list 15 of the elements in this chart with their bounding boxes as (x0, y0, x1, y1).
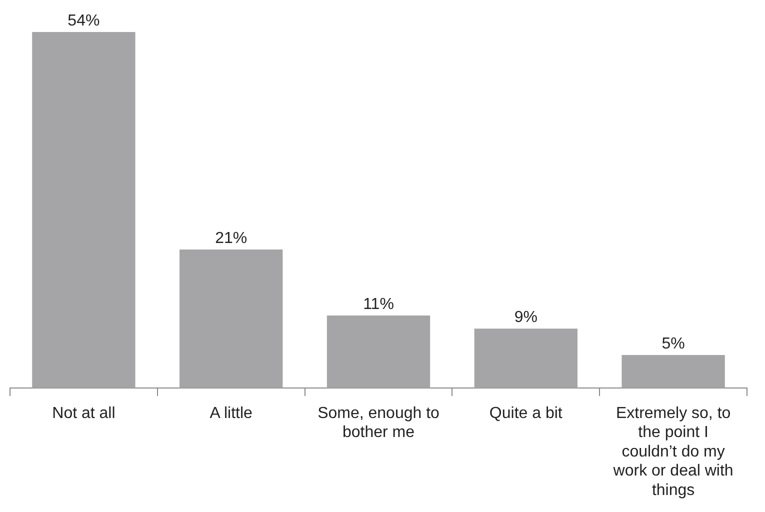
bar (474, 328, 578, 388)
x-tick-label: Quite a bit (489, 405, 563, 422)
data-label: 5% (662, 335, 685, 352)
data-label: 54% (68, 12, 100, 30)
bar (32, 32, 136, 388)
data-label: 9% (514, 309, 538, 326)
data-label: 11% (363, 296, 394, 313)
x-tick-label: Some, enough to bother me (318, 405, 440, 442)
bar (326, 315, 430, 388)
bar (180, 250, 283, 388)
x-tick-label: Extremely so, to the point I couldn’t do my work or deal with things (612, 405, 734, 499)
bar (622, 355, 725, 388)
x-tick-label: Not at all (52, 405, 116, 422)
x-tick-label: A little (210, 405, 253, 422)
data-label: 21% (215, 230, 248, 247)
